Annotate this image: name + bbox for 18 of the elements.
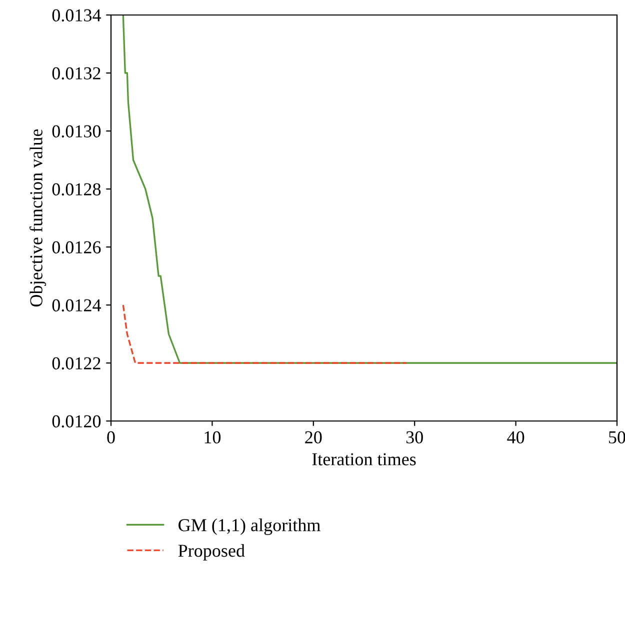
- x-tick-label: 50: [609, 431, 625, 444]
- x-tick-label: 40: [507, 431, 524, 444]
- x-axis-title: Iteration times: [312, 453, 416, 466]
- y-tick-label: 0.0126: [52, 241, 101, 254]
- y-tick-label: 0.0128: [52, 183, 101, 196]
- x-tick-label: 10: [204, 431, 221, 444]
- y-tick-label: 0.0134: [52, 9, 101, 22]
- y-tick-label: 0.0132: [52, 67, 100, 80]
- x-tick-label: 20: [305, 431, 322, 444]
- y-axis-title: Objective function value: [30, 129, 46, 306]
- legend-label: GM (1,1) algorithm: [178, 518, 320, 535]
- x-tick-label: 0: [107, 431, 115, 444]
- y-tick-label: 0.0124: [52, 299, 101, 312]
- x-tick-label: 30: [406, 431, 423, 444]
- y-tick-label: 0.0120: [52, 415, 101, 428]
- y-tick-label: 0.0122: [52, 357, 100, 370]
- legend-label: Proposed: [178, 544, 245, 560]
- y-tick-label: 0.0130: [52, 125, 101, 138]
